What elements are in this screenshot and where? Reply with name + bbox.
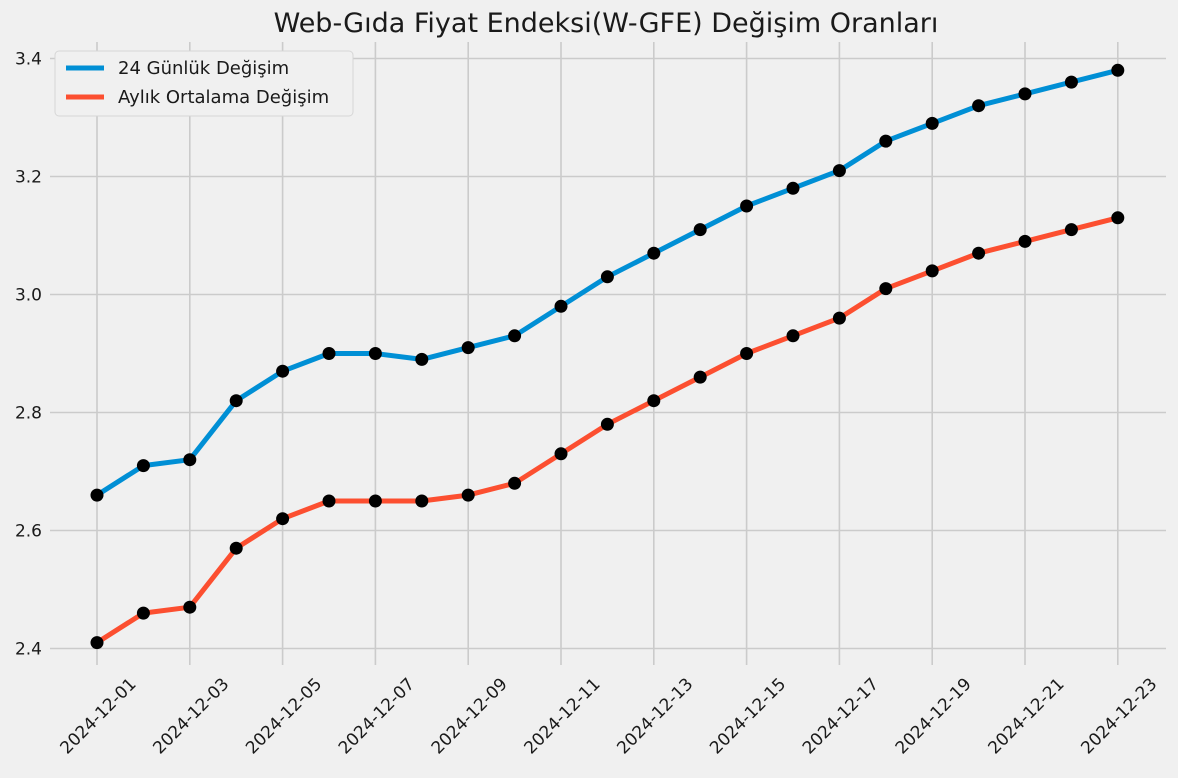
data-point (415, 352, 429, 366)
data-point (786, 181, 800, 195)
data-point (136, 459, 150, 473)
data-point (276, 512, 290, 526)
data-point (461, 488, 475, 502)
data-point (1111, 63, 1125, 77)
data-point (647, 394, 661, 408)
y-tick-label: 2.6 (15, 522, 42, 542)
data-point (832, 164, 846, 178)
data-point (786, 329, 800, 343)
legend-box (54, 50, 354, 117)
data-point (508, 329, 522, 343)
y-tick-label: 3.4 (15, 50, 42, 70)
data-point (600, 417, 614, 431)
data-point (368, 347, 382, 360)
data-point (90, 636, 104, 650)
data-point (1018, 234, 1032, 248)
marker-layer (90, 63, 1125, 650)
data-point (229, 541, 243, 555)
data-point (368, 494, 382, 508)
data-point (322, 494, 336, 508)
data-point (1064, 223, 1078, 237)
data-point (183, 600, 197, 614)
data-point (322, 347, 336, 360)
data-point (1064, 75, 1078, 89)
data-point (600, 270, 614, 284)
data-point (832, 311, 846, 325)
data-point (229, 394, 243, 408)
chart-title: Web-Gıda Fiyat Endeksi(W-GFE) Değişim Or… (274, 8, 939, 39)
data-point (740, 199, 754, 213)
data-point (415, 494, 429, 508)
data-point (879, 282, 893, 296)
data-point (925, 264, 939, 278)
data-point (554, 299, 568, 313)
data-point (925, 116, 939, 130)
data-point (972, 99, 986, 113)
y-tick-label: 2.4 (15, 640, 42, 660)
data-point (740, 347, 754, 360)
data-point (461, 341, 475, 355)
data-point (183, 453, 197, 467)
data-point (1111, 211, 1125, 225)
data-point (693, 223, 707, 237)
legend-label-24-gunluk: 24 Günlük Değişim (118, 58, 289, 79)
data-point (554, 447, 568, 461)
data-point (276, 364, 290, 378)
legend-label-aylik-ortalama: Aylık Ortalama Değişim (118, 87, 329, 108)
data-point (90, 488, 104, 502)
data-point (1018, 87, 1032, 101)
y-axis-ticks: 2.4 2.6 2.8 3.0 3.2 3.4 (15, 50, 42, 660)
y-tick-label: 2.8 (15, 404, 42, 424)
y-tick-label: 3.0 (15, 286, 42, 306)
data-point (508, 476, 522, 490)
data-point (879, 134, 893, 148)
data-point (136, 606, 150, 620)
data-point (693, 370, 707, 384)
data-point (972, 246, 986, 260)
y-tick-label: 3.2 (15, 168, 42, 188)
data-point (647, 246, 661, 260)
legend: 24 Günlük Değişim Aylık Ortalama Değişim (54, 50, 354, 117)
